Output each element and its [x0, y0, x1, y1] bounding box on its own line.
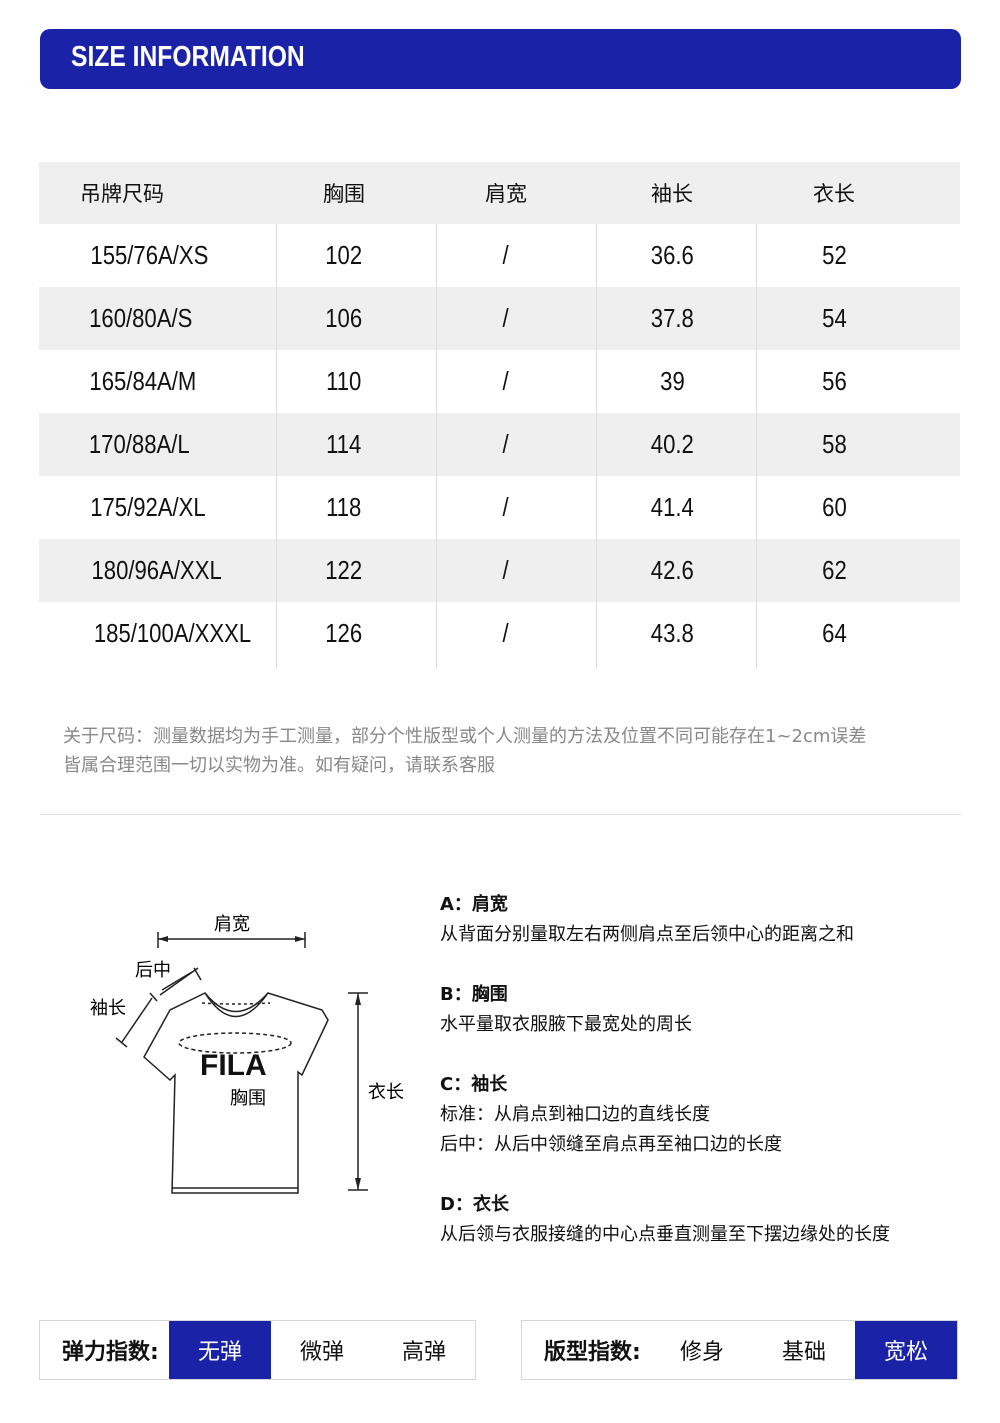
table-cell: 56	[821, 366, 847, 396]
table-cell: 155/76A/XS	[90, 240, 209, 270]
description-title: A：肩宽	[440, 894, 508, 915]
shoulder-label: 肩宽	[214, 914, 250, 935]
table-cell: 52	[821, 240, 847, 270]
measurement-description: A：肩宽从背面分别量取左右两侧肩点至后领中心的距离之和	[440, 890, 854, 950]
table-cell: 54	[821, 303, 847, 333]
table-row: 155/76A/XS 102 / 36.6 52	[39, 224, 960, 287]
table-cell: 118	[326, 492, 362, 522]
table-cell: 58	[821, 429, 847, 459]
table-row: 185/100A/XXXL 126 / 43.8 64	[39, 602, 960, 665]
table-cell: 102	[325, 240, 363, 270]
description-line: 水平量取衣服腋下最宽处的周长	[440, 1014, 692, 1035]
chest-label: 胸围	[230, 1088, 266, 1109]
sleeve-label: 袖长	[90, 998, 126, 1019]
divider	[596, 224, 597, 669]
table-cell: 40.2	[650, 429, 694, 459]
column-header: 肩宽	[485, 182, 527, 206]
note-line: 皆属合理范围一切以实物为准。如有疑问，请联系客服	[63, 755, 495, 776]
table-cell: 64	[821, 618, 847, 648]
table-cell: 62	[821, 555, 847, 585]
description-title: D：衣长	[440, 1194, 509, 1215]
tshirt-diagram: FILA 肩宽 后中 袖长 胸围 衣长	[90, 914, 404, 1194]
column-header: 吊牌尺码	[80, 182, 164, 206]
fit-option[interactable]: 修身	[679, 1340, 724, 1365]
table-cell: 165/84A/M	[89, 366, 197, 396]
elasticity-index: 弹力指数: 无弹 微弹 高弹	[39, 1320, 476, 1380]
table-row: 175/92A/XL 118 / 41.4 60	[39, 476, 960, 539]
table-cell: 185/100A/XXXL	[93, 618, 252, 648]
description-title: C：袖长	[440, 1074, 508, 1095]
table-cell: 175/92A/XL	[90, 492, 206, 522]
table-cell: 122	[325, 555, 363, 585]
table-cell: /	[502, 303, 510, 333]
column-header: 衣长	[813, 182, 855, 206]
divider	[276, 224, 277, 669]
measurement-description: B：胸围水平量取衣服腋下最宽处的周长	[440, 980, 692, 1040]
table-row: 170/88A/L 114 / 40.2 58	[39, 413, 960, 476]
table-cell: 160/80A/S	[89, 303, 193, 333]
section-title: SIZE INFORMATION	[71, 41, 305, 73]
length-label: 衣长	[368, 1082, 404, 1103]
table-cell: 41.4	[650, 492, 694, 522]
table-cell: /	[502, 240, 510, 270]
table-cell: /	[502, 429, 510, 459]
description-line: 从后领与衣服接缝的中心点垂直测量至下摆边缘处的长度	[440, 1224, 890, 1245]
table-cell: /	[502, 555, 510, 585]
table-cell: 106	[325, 303, 363, 333]
column-header: 袖长	[651, 182, 693, 206]
divider	[436, 224, 437, 669]
table-cell: 36.6	[650, 240, 694, 270]
table-row: 180/96A/XXL 122 / 42.6 62	[39, 539, 960, 602]
table-row: 165/84A/M 110 / 39 56	[39, 350, 960, 413]
elasticity-label: 弹力指数:	[62, 1340, 159, 1365]
description-line: 后中：从后中领缝至肩点再至袖口边的长度	[440, 1134, 782, 1155]
table-cell: 37.8	[650, 303, 694, 333]
table-header: 吊牌尺码 胸围 肩宽 袖长 衣长	[39, 162, 960, 224]
elasticity-option[interactable]: 高弹	[401, 1340, 446, 1365]
size-note: 关于尺码：测量数据均为手工测量，部分个性版型或个人测量的方法及位置不同可能存在1…	[63, 722, 963, 780]
table-cell: /	[502, 492, 510, 522]
table-cell: 114	[326, 429, 362, 459]
back-center-label: 后中	[135, 960, 171, 981]
section-header: SIZE INFORMATION	[40, 29, 961, 89]
fit-label: 版型指数:	[544, 1340, 641, 1365]
table-cell: 60	[821, 492, 847, 522]
fila-logo: FILA	[200, 1049, 267, 1082]
table-cell: 42.6	[650, 555, 694, 585]
table-cell: 170/88A/L	[88, 429, 190, 459]
divider	[756, 224, 757, 669]
description-line: 标准：从肩点到袖口边的直线长度	[440, 1104, 710, 1125]
table-cell: 126	[325, 618, 363, 648]
table-cell: /	[502, 366, 510, 396]
note-line: 关于尺码：测量数据均为手工测量，部分个性版型或个人测量的方法及位置不同可能存在1…	[63, 726, 867, 747]
table-cell: /	[502, 618, 510, 648]
column-header: 胸围	[323, 182, 365, 206]
table-cell: 180/96A/XXL	[91, 555, 222, 585]
divider	[40, 814, 961, 815]
measurement-description: C：袖长标准：从肩点到袖口边的直线长度后中：从后中领缝至肩点再至袖口边的长度	[440, 1070, 782, 1160]
elasticity-option[interactable]: 无弹	[169, 1321, 271, 1379]
description-line: 从背面分别量取左右两侧肩点至后领中心的距离之和	[440, 924, 854, 945]
table-cell: 110	[326, 366, 362, 396]
table-row: 160/80A/S 106 / 37.8 54	[39, 287, 960, 350]
fit-index: 版型指数: 修身 基础 宽松	[521, 1320, 958, 1380]
size-table: 吊牌尺码 胸围 肩宽 袖长 衣长 155/76A/XS 102 / 36.6 52 160…	[39, 162, 960, 665]
table-cell: 39	[659, 366, 685, 396]
fit-option[interactable]: 宽松	[855, 1321, 957, 1379]
fit-option[interactable]: 基础	[781, 1340, 826, 1365]
description-title: B：胸围	[440, 984, 508, 1005]
elasticity-option[interactable]: 微弹	[299, 1340, 344, 1365]
table-cell: 43.8	[650, 618, 694, 648]
measurement-description: D：衣长从后领与衣服接缝的中心点垂直测量至下摆边缘处的长度	[440, 1190, 890, 1250]
